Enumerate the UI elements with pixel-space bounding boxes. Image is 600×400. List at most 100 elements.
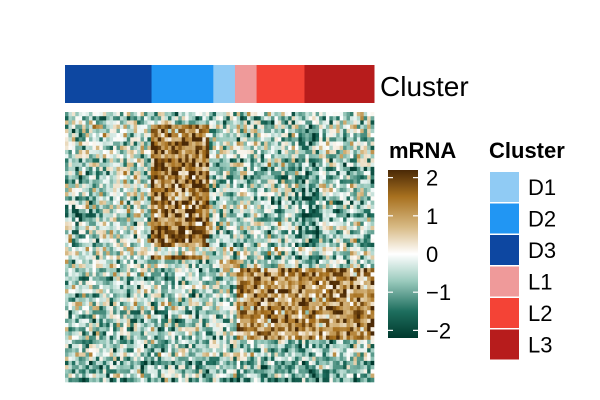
heatmap-cell xyxy=(82,263,86,269)
heatmap-cell xyxy=(284,133,289,138)
heatmap-cell xyxy=(339,297,344,303)
heatmap-cell xyxy=(315,289,320,294)
heatmap-cell xyxy=(102,175,107,180)
heatmap-cell xyxy=(226,112,231,117)
heatmap-cell xyxy=(233,306,237,311)
heatmap-cell xyxy=(356,339,361,345)
heatmap-cell xyxy=(95,209,100,214)
heatmap-cell xyxy=(147,284,152,290)
heatmap-cell xyxy=(236,301,241,307)
heatmap-cell xyxy=(219,284,224,290)
heatmap-cell xyxy=(222,145,227,151)
heatmap-cell xyxy=(229,301,234,307)
heatmap-cell xyxy=(168,204,172,210)
heatmap-cell xyxy=(154,133,158,138)
heatmap-cell xyxy=(195,133,200,138)
heatmap-cell xyxy=(92,112,97,117)
heatmap-cell xyxy=(192,171,196,176)
heatmap-cell xyxy=(68,251,73,256)
heatmap-cell xyxy=(140,284,145,290)
heatmap-cell xyxy=(243,137,248,142)
heatmap-cell xyxy=(71,314,76,320)
heatmap-cell xyxy=(367,339,371,345)
heatmap-cell xyxy=(99,204,104,210)
heatmap-cell xyxy=(312,268,316,273)
heatmap-cell xyxy=(367,242,371,248)
heatmap-cell xyxy=(216,179,220,185)
heatmap-cell xyxy=(229,268,234,273)
heatmap-cell xyxy=(181,217,186,222)
heatmap-cell xyxy=(236,276,241,282)
heatmap-cell xyxy=(75,314,80,320)
heatmap-cell xyxy=(168,268,172,273)
heatmap-cell xyxy=(301,230,306,235)
heatmap-cell xyxy=(192,234,196,239)
heatmap-cell xyxy=(71,322,76,328)
heatmap-cell xyxy=(319,128,323,134)
heatmap-cell xyxy=(343,116,347,121)
heatmap-cell xyxy=(246,187,251,193)
heatmap-cell xyxy=(150,175,155,180)
heatmap-cell xyxy=(171,137,176,142)
heatmap-cell xyxy=(126,192,131,197)
heatmap-cell xyxy=(92,179,97,185)
heatmap-cell xyxy=(205,204,210,210)
heatmap-cell xyxy=(195,310,200,315)
heatmap-cell xyxy=(171,166,176,172)
heatmap-cell xyxy=(181,335,186,341)
heatmap-cell xyxy=(198,306,203,311)
heatmap-cell xyxy=(360,301,364,307)
heatmap-cell xyxy=(198,247,203,252)
heatmap-cell xyxy=(291,137,296,142)
heatmap-cell xyxy=(346,327,351,332)
heatmap-cell xyxy=(147,344,152,349)
heatmap-cell xyxy=(133,162,138,168)
heatmap-cell xyxy=(164,314,169,320)
heatmap-cell xyxy=(353,200,358,206)
heatmap-cell xyxy=(312,276,316,282)
heatmap-cell xyxy=(291,187,296,193)
heatmap-cell xyxy=(329,225,334,231)
heatmap-cell xyxy=(95,221,100,227)
heatmap-cell xyxy=(157,263,162,269)
heatmap-cell xyxy=(246,272,251,277)
heatmap-cell xyxy=(325,171,330,176)
heatmap-cell xyxy=(150,141,155,147)
heatmap-cell xyxy=(319,247,323,252)
heatmap-cell xyxy=(253,149,258,155)
heatmap-cell xyxy=(336,301,340,307)
heatmap-cell xyxy=(116,145,121,151)
heatmap-cell xyxy=(363,339,368,345)
heatmap-cell xyxy=(195,162,200,168)
heatmap-cell xyxy=(192,339,196,345)
heatmap-cell xyxy=(154,242,158,248)
heatmap-cell xyxy=(168,128,172,134)
heatmap-cell xyxy=(236,192,241,197)
heatmap-cell xyxy=(246,183,251,189)
heatmap-cell xyxy=(143,158,148,163)
heatmap-cell xyxy=(339,238,344,244)
heatmap-cell xyxy=(281,272,286,277)
heatmap-cell xyxy=(277,145,282,151)
heatmap-cell xyxy=(360,141,364,147)
heatmap-cell xyxy=(192,213,196,218)
heatmap-cell xyxy=(78,171,83,176)
heatmap-cell xyxy=(192,124,196,130)
heatmap-cell xyxy=(171,331,176,336)
heatmap-cell xyxy=(257,301,261,307)
heatmap-cell xyxy=(353,322,358,328)
heatmap-cell xyxy=(253,145,258,151)
heatmap-cell xyxy=(322,128,327,134)
heatmap-cell xyxy=(106,133,110,138)
heatmap-cell xyxy=(164,217,169,222)
heatmap-cell xyxy=(305,327,310,332)
heatmap-cell xyxy=(281,276,286,282)
cluster-annotation-bar xyxy=(65,65,375,103)
heatmap-cell xyxy=(126,162,131,168)
heatmap-cell xyxy=(301,149,306,155)
heatmap-cell xyxy=(305,276,310,282)
heatmap-cell xyxy=(78,230,83,235)
heatmap-cell xyxy=(137,344,141,349)
heatmap-cell xyxy=(188,175,193,180)
heatmap-cell xyxy=(356,128,361,134)
